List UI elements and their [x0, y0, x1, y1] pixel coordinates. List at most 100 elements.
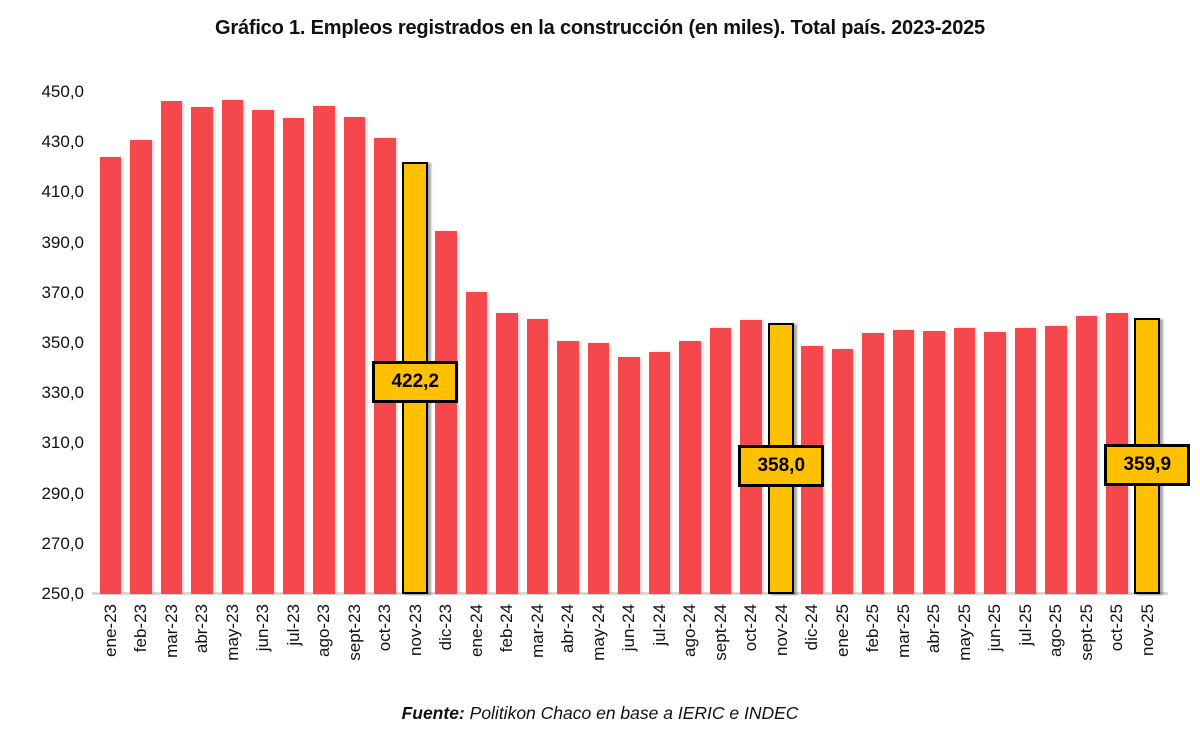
x-tick-label-text: dic-24 [802, 604, 821, 651]
x-tick-label-text: sept-24 [710, 604, 730, 661]
x-tick-label: feb-24 [492, 604, 523, 652]
y-tick-label: 330,0 [41, 383, 84, 403]
x-tick-label: mar-24 [522, 604, 553, 658]
bar-abr-24 [557, 340, 579, 594]
bar-jun-24 [618, 357, 640, 594]
x-tick-label-text: feb-25 [863, 604, 882, 653]
bar-jun-25 [984, 332, 1006, 594]
bar-ene-23 [99, 157, 121, 594]
x-tick-label: jun-25 [980, 604, 1011, 651]
x-tick-label-text: ene-25 [832, 604, 852, 657]
x-tick-label: sept-25 [1071, 604, 1102, 661]
y-tick-label: 350,0 [41, 333, 84, 352]
x-tick-label-text: mar-23 [161, 604, 181, 658]
bar-feb-23 [130, 139, 152, 594]
x-tick-label: oct-24 [736, 604, 767, 651]
x-tick-label-text: nov-23 [405, 604, 425, 656]
x-tick-label: ago-23 [309, 604, 340, 657]
x-tick-label-text: dic-23 [436, 604, 455, 651]
x-tick-label: abr-23 [187, 604, 218, 653]
x-tick-label: may-25 [949, 604, 980, 661]
x-tick-label-text: ene-24 [466, 604, 486, 657]
x-tick-label: ago-24 [675, 604, 706, 657]
y-tick-label: 410,0 [41, 182, 84, 202]
source-text: Politikon Chaco en base a IERIC e INDEC [469, 703, 799, 723]
bar-ene-24 [465, 291, 487, 594]
x-tick-label: mar-23 [156, 604, 187, 658]
x-tick-label-text: oct-23 [375, 604, 394, 652]
bar-abr-25 [923, 330, 945, 594]
x-tick-label-text: feb-24 [497, 604, 516, 653]
x-tick-label-text: abr-25 [924, 604, 943, 654]
bar-may-24 [587, 342, 609, 594]
bar-sept-23 [343, 117, 365, 594]
x-tick-label-text: jun-23 [253, 604, 272, 652]
x-tick-label-text: oct-25 [1107, 604, 1126, 652]
x-tick-label: dic-24 [797, 604, 828, 650]
bar-feb-24 [496, 312, 518, 594]
x-tick-label: feb-25 [858, 604, 889, 652]
x-tick-label: jul-25 [1010, 604, 1041, 646]
x-tick-label: abr-24 [553, 604, 584, 653]
bar-jul-23 [282, 118, 304, 594]
x-tick-label-text: ene-23 [100, 604, 120, 657]
x-tick-label: dic-23 [431, 604, 462, 650]
x-tick-label-text: sept-23 [344, 604, 364, 661]
bar-abr-23 [191, 107, 213, 594]
x-tick-label: oct-23 [370, 604, 401, 651]
x-tick-label: sept-23 [339, 604, 370, 661]
x-tick-label-text: may-24 [588, 604, 608, 661]
bar-mar-25 [892, 329, 914, 594]
x-tick-label-text: ago-23 [314, 604, 333, 657]
y-tick-label: 430,0 [41, 132, 84, 152]
x-tick-label: ene-25 [827, 604, 858, 657]
bar-ago-25 [1045, 326, 1067, 594]
x-tick-label: nov-23 [400, 604, 431, 656]
bar-ago-23 [313, 105, 335, 594]
x-tick-label: ene-24 [461, 604, 492, 657]
bar-ene-25 [831, 349, 853, 594]
y-tick-label: 370,0 [41, 282, 84, 302]
bar-jun-23 [252, 109, 274, 594]
x-tick-label-text: ago-25 [1046, 604, 1065, 657]
y-tick-label: 390,0 [41, 232, 84, 252]
x-tick-label-text: jun-24 [619, 604, 638, 652]
x-tick-label: feb-23 [126, 604, 157, 652]
value-callout-nov-23: 422,2 [372, 361, 459, 403]
x-tick-label-text: mar-25 [893, 604, 913, 658]
value-callout-nov-25: 359,9 [1104, 444, 1191, 486]
x-axis: ene-23 feb-23 mar-23 abr-23 may-23 jun-23 jul-… [95, 604, 1175, 689]
plot-area: 422,2 358,0 359,9 [95, 92, 1191, 594]
bar-may-25 [953, 328, 975, 594]
y-tick-label: 270,0 [41, 533, 84, 553]
bar-sept-24 [709, 328, 731, 594]
x-tick-label: jun-24 [614, 604, 645, 651]
x-tick-label-text: may-25 [954, 604, 974, 661]
x-tick-label-text: may-23 [222, 604, 242, 661]
x-tick-label: jul-23 [278, 604, 309, 646]
source-note: Fuente: Politikon Chaco en base a IERIC … [0, 703, 1200, 724]
value-callout-nov-24: 358,0 [738, 445, 825, 487]
x-tick-label-text: nov-24 [771, 604, 791, 656]
x-tick-label-text: feb-23 [131, 604, 150, 653]
x-tick-label: abr-25 [919, 604, 950, 653]
x-tick-label: oct-25 [1102, 604, 1133, 651]
y-tick-label: 310,0 [41, 433, 84, 453]
x-tick-label: nov-24 [766, 604, 797, 656]
bar-sept-25 [1075, 315, 1097, 594]
x-tick-label: may-23 [217, 604, 248, 661]
x-tick-label: mar-25 [888, 604, 919, 658]
y-tick-label: 250,0 [41, 584, 84, 603]
x-tick-label: ene-23 [95, 604, 126, 657]
x-tick-label: jul-24 [644, 604, 675, 646]
x-tick-label-text: oct-24 [741, 604, 760, 652]
x-tick-label: nov-25 [1132, 604, 1163, 656]
y-tick-label: 290,0 [41, 483, 84, 503]
x-tick-label-text: ago-24 [680, 604, 699, 657]
x-tick-label-text: jul-23 [283, 604, 303, 646]
x-tick-label-text: jun-25 [985, 604, 1004, 652]
x-tick-label-text: sept-25 [1076, 604, 1096, 661]
x-tick-label-text: mar-24 [527, 604, 547, 658]
x-tick-label-text: nov-25 [1137, 604, 1157, 656]
